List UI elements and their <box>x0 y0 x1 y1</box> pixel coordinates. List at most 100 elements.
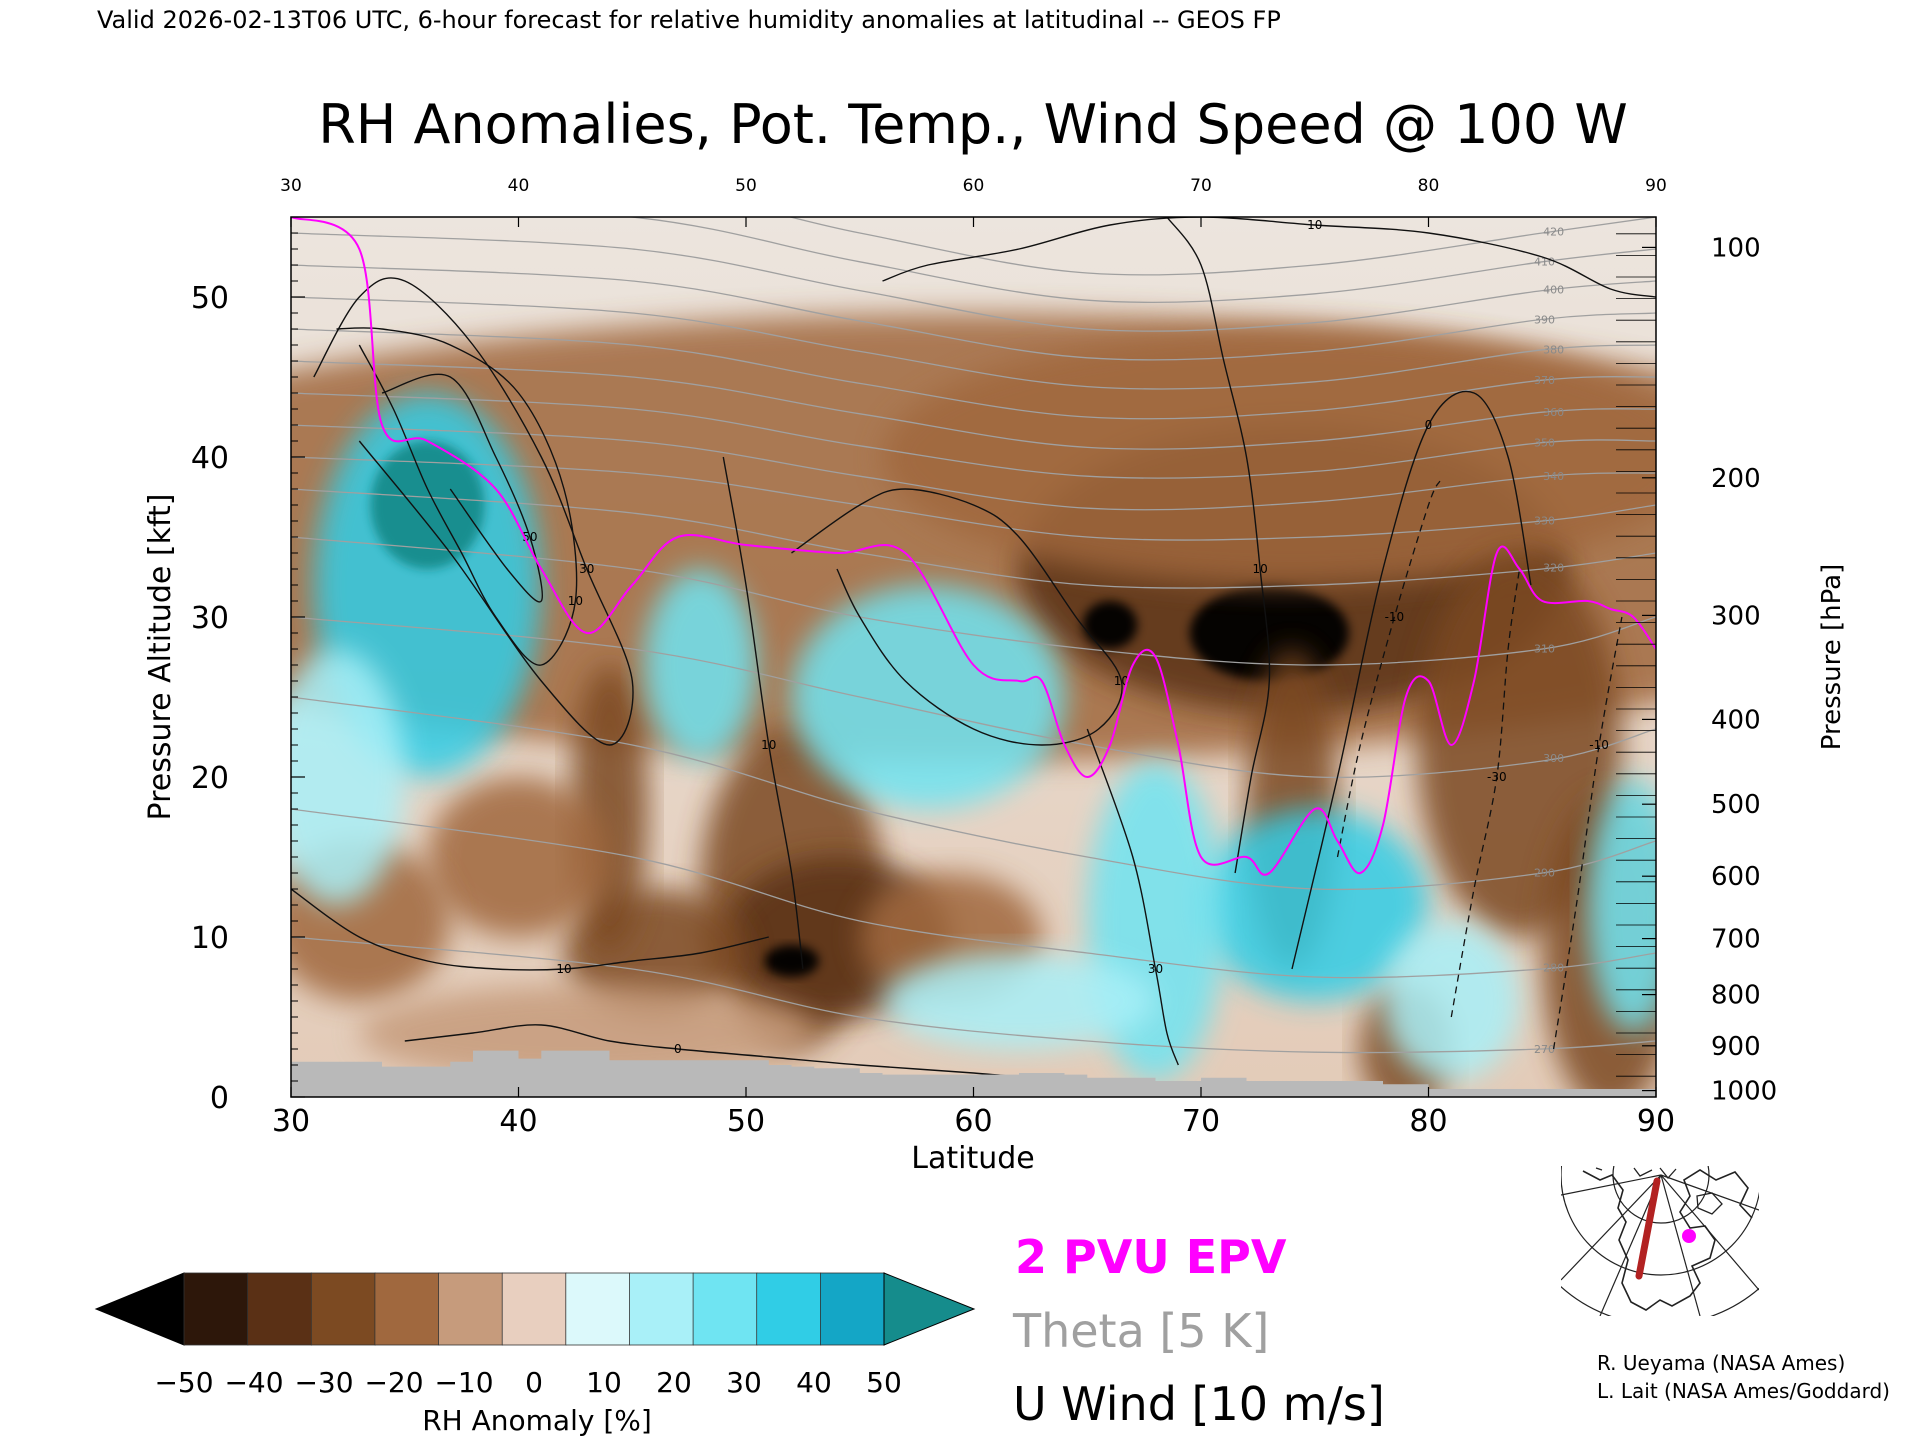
theta-contour-line <box>291 360 1656 450</box>
terrain-mask <box>291 1050 1656 1097</box>
u-wind-contour-line <box>291 888 769 971</box>
u-wind-contour-line <box>791 488 1123 746</box>
pressure-tick-label: 600 <box>1711 862 1761 892</box>
credit-line-2: L. Lait (NASA Ames/Goddard) <box>1597 1379 1890 1403</box>
y-tick-label: 10 <box>191 921 229 956</box>
x-top-tick-label: 80 <box>1418 176 1440 196</box>
x-tick-label: 30 <box>272 1104 310 1139</box>
axes: 3030404050506060707080809090010203040501… <box>191 176 1777 1139</box>
colorbar-tick-label: −10 <box>434 1366 493 1399</box>
x-axis-label: Latitude <box>911 1141 1034 1176</box>
u-wind-contour-line <box>313 277 634 746</box>
map-coastline <box>1595 1167 1677 1180</box>
y2-axis-label: Pressure [hPa] <box>1817 564 1847 751</box>
u-wind-contour-label: 10 <box>556 962 571 976</box>
theta-contour-label: 320 <box>1543 561 1564 574</box>
x-top-tick-label: 30 <box>280 176 302 196</box>
u-wind-negative-contour-line <box>1552 616 1623 1050</box>
pressure-tick-label: 300 <box>1711 601 1761 631</box>
x-tick-label: 40 <box>499 1104 537 1139</box>
theta-contour-line <box>291 296 1656 390</box>
x-top-tick-label: 60 <box>963 176 985 196</box>
rh-anomaly-region <box>1082 601 1138 649</box>
rh-anomaly-field <box>291 313 1656 1097</box>
rh-anomaly-region <box>791 585 1065 809</box>
y-axis-label: Pressure Altitude [kft] <box>143 494 178 821</box>
rh-anomaly-region <box>291 649 405 905</box>
u-wind-negative-contour-line <box>1450 568 1521 1018</box>
x-tick-label: 50 <box>727 1104 765 1139</box>
colorbar-tick-label: 40 <box>796 1366 832 1399</box>
colorbar-swatch <box>247 1272 313 1346</box>
rh-anomaly-region <box>882 953 1156 1049</box>
rh-anomaly-region <box>1587 777 1656 1033</box>
map-coastline <box>1582 1169 1753 1311</box>
theta-contour-label: 330 <box>1534 515 1555 528</box>
u-wind-contour-line <box>722 456 804 970</box>
y-tick-label: 0 <box>210 1081 229 1116</box>
colorbar: −50 −40 −30 −20 −10 0 10 20 30 40 50 <box>94 1272 976 1399</box>
theta-contour-line <box>291 328 1656 420</box>
u-wind-contour-line <box>1086 728 1179 1066</box>
pressure-tick-label: 1000 <box>1711 1077 1777 1107</box>
colorbar-swatch <box>183 1272 249 1346</box>
theta-contour-line <box>291 808 1656 979</box>
colorbar-tick-label: 10 <box>586 1366 622 1399</box>
map-section-track <box>1635 1177 1661 1280</box>
theta-contour-label: 340 <box>1543 470 1564 483</box>
u-wind-contour-line <box>336 327 578 666</box>
rh-anomaly-region <box>1383 921 1520 1081</box>
theta-contour-label: 400 <box>1543 284 1564 297</box>
theta-contour-label: 410 <box>1534 256 1555 269</box>
pressure-tick-label: 900 <box>1711 1032 1761 1062</box>
theta-contour-label: 380 <box>1543 343 1564 356</box>
map-coastline <box>1696 1192 1723 1215</box>
theta-contour-label: 300 <box>1543 752 1564 765</box>
pressure-tick-label: 700 <box>1711 925 1761 955</box>
colorbar-swatch <box>310 1272 376 1346</box>
u-wind-contour-label: 10 <box>1307 218 1322 232</box>
theta-contour-line <box>291 536 1656 666</box>
locator-map <box>1561 1166 1759 1316</box>
terrain-fill <box>291 1050 1656 1097</box>
x-top-tick-label: 90 <box>1645 176 1667 196</box>
u-wind-contour-label: 30 <box>579 562 594 576</box>
x-tick-label: 70 <box>1182 1104 1220 1139</box>
y-tick-label: 40 <box>191 441 229 476</box>
u-wind-contour-label: 10 <box>1252 562 1267 576</box>
plot-area: 4204104003903803703603503403303203103002… <box>191 176 1777 1139</box>
colorbar-tick-label: 0 <box>525 1366 543 1399</box>
colorbar-swatch <box>438 1272 503 1346</box>
rh-anomaly-region <box>764 945 819 977</box>
pressure-tick-label: 500 <box>1711 790 1761 820</box>
colorbar-tick-label: −50 <box>154 1366 213 1399</box>
valid-line: Valid 2026-02-13T06 UTC, 6-hour forecast… <box>97 6 1281 34</box>
x-top-tick-label: 50 <box>735 176 757 196</box>
y-tick-label: 20 <box>191 761 229 796</box>
legend-uwind: U Wind [10 m/s] <box>1013 1377 1385 1431</box>
credit-line-1: R. Ueyama (NASA Ames) <box>1597 1351 1845 1375</box>
x-tick-label: 60 <box>954 1104 992 1139</box>
colorbar-swatch <box>692 1272 758 1346</box>
colorbar-swatch <box>756 1272 822 1346</box>
theta-contour-label: 350 <box>1534 437 1555 450</box>
colorbar-under-triangle <box>94 1272 185 1346</box>
theta-contour-label: 280 <box>1543 961 1564 974</box>
pressure-tick-label: 800 <box>1711 981 1761 1011</box>
u-wind-contour-line <box>1166 217 1271 874</box>
u-wind-negative-contour-label: -30 <box>1487 770 1507 784</box>
pressure-tick-label: 100 <box>1711 233 1761 263</box>
u-wind-contour-label: 10 <box>1114 674 1129 688</box>
theta-contour-line <box>291 392 1656 479</box>
colorbar-label: RH Anomaly [%] <box>422 1404 652 1437</box>
colorbar-tick-label: 30 <box>726 1366 762 1399</box>
legend-epv: 2 PVU EPV <box>1015 1230 1287 1284</box>
colorbar-over-triangle <box>883 1272 976 1346</box>
u-wind-contour-label: 10 <box>761 738 776 752</box>
theta-contour-line <box>291 264 1656 361</box>
legend-theta: Theta [5 K] <box>1012 1304 1269 1358</box>
u-wind-contour-label: 10 <box>568 594 583 608</box>
x-tick-label: 90 <box>1637 1104 1675 1139</box>
